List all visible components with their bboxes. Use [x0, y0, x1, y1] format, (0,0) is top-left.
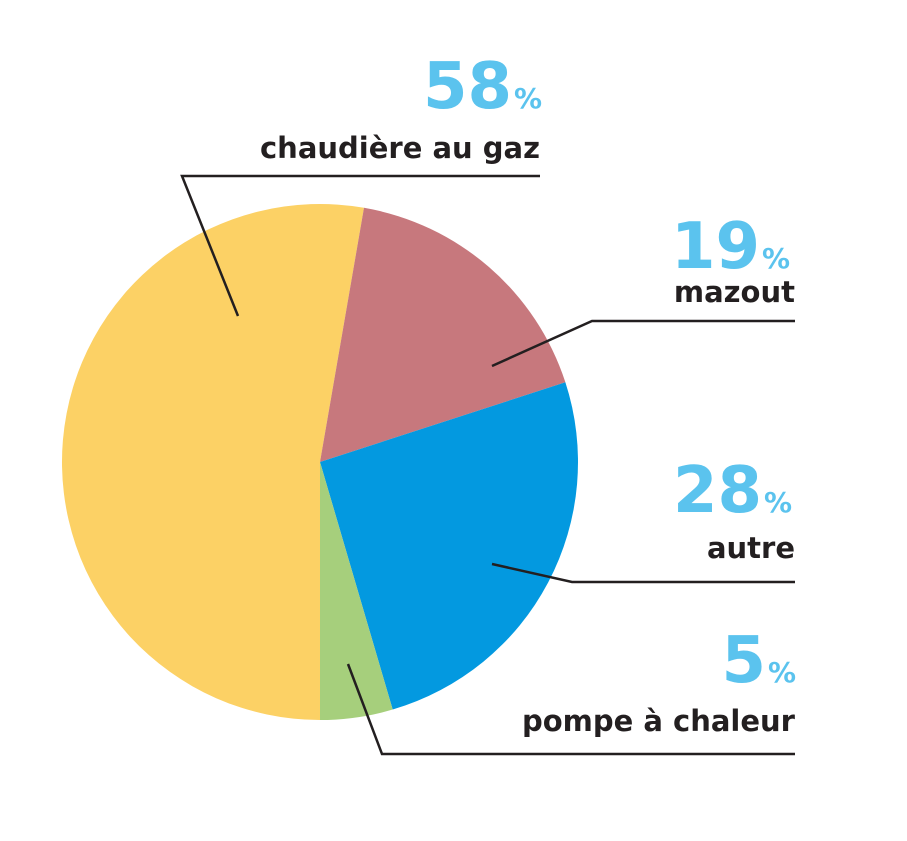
- percent-label-pompe-a-chaleur: 5: [721, 624, 766, 698]
- leader-line-autre: [491, 562, 795, 584]
- leader-lines: [180, 174, 795, 756]
- percent-sign-pompe-a-chaleur: %: [768, 656, 796, 689]
- leader-line-pompe-a-chaleur: [346, 663, 795, 756]
- category-label-mazout: mazout: [674, 275, 795, 309]
- pie-slice-autre: [320, 382, 578, 710]
- percent-label-mazout: 19: [671, 210, 760, 284]
- category-label-chaudiere-au-gaz: chaudière au gaz: [260, 131, 540, 165]
- percent-sign-chaudiere-au-gaz: %: [514, 82, 542, 115]
- pie-slice-mazout: [320, 207, 566, 462]
- percent-sign-mazout: %: [762, 242, 790, 275]
- pie-slice-chaudiere-au-gaz: [61, 203, 364, 720]
- category-label-autre: autre: [707, 531, 795, 565]
- percent-label-autre: 28: [673, 454, 762, 528]
- pie-slices: [61, 203, 578, 721]
- pie-slice-pompe-a-chaleur: [320, 462, 393, 721]
- category-label-pompe-a-chaleur: pompe à chaleur: [522, 704, 796, 738]
- leader-line-chaudiere-au-gaz: [180, 174, 540, 317]
- percent-sign-autre: %: [764, 486, 792, 519]
- percent-label-chaudiere-au-gaz: 58: [423, 50, 512, 124]
- leader-line-mazout: [491, 319, 795, 368]
